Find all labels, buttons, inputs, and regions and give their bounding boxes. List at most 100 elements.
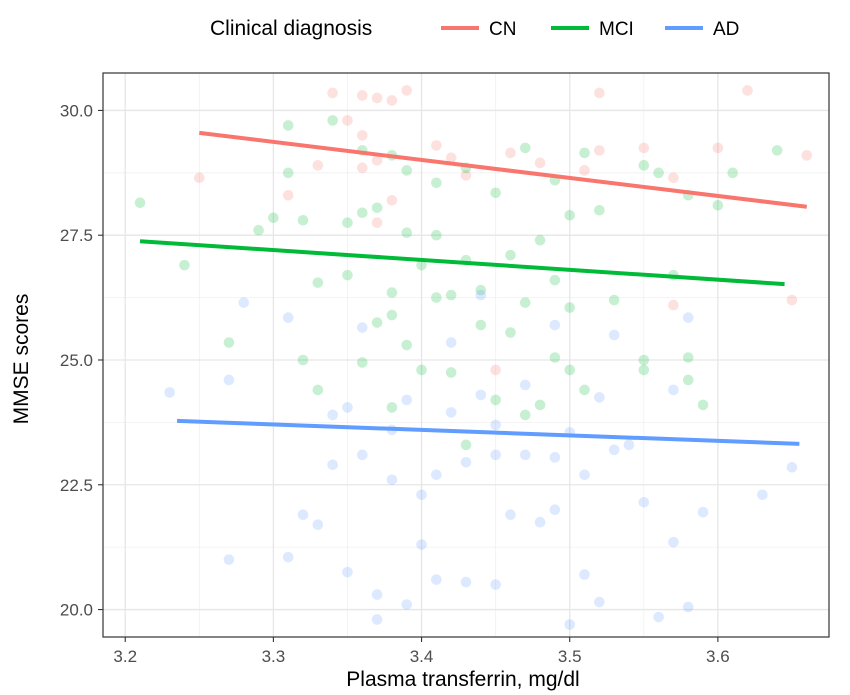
data-point-ad (786, 462, 798, 473)
y-axis: 20.0 22.5 25.0 27.5 30.0 (60, 101, 103, 620)
data-point-cn (371, 155, 383, 166)
y-tick-label: 27.5 (60, 226, 93, 245)
data-point-ad (475, 389, 487, 401)
data-point-mci (282, 167, 294, 179)
data-point-cn (401, 85, 413, 96)
data-point-mci (179, 259, 190, 271)
data-point-mci (653, 167, 664, 179)
data-point-ad (356, 322, 368, 333)
data-point-mci (475, 319, 487, 331)
data-point-mci (534, 399, 546, 411)
legend-label-mci: MCI (599, 19, 634, 40)
data-point-ad (608, 444, 620, 456)
data-point-mci (519, 409, 531, 421)
data-point-mci (727, 167, 738, 179)
data-point-ad (668, 536, 679, 548)
data-point-ad (594, 596, 605, 608)
data-point-ad (371, 614, 383, 625)
data-point-mci (431, 229, 442, 241)
data-point-mci (312, 277, 324, 288)
data-point-mci (401, 165, 413, 176)
data-point-cn (342, 115, 353, 126)
data-point-cn (801, 150, 813, 161)
data-point-mci (771, 145, 783, 156)
data-point-mci (475, 284, 487, 296)
legend-item-mci: MCI (551, 19, 634, 40)
data-point-mci (490, 394, 501, 406)
legend-title: Clinical diagnosis (210, 17, 372, 40)
data-point-cn (386, 95, 398, 106)
y-tick-label: 25.0 (60, 351, 93, 370)
data-point-ad (697, 506, 709, 518)
data-point-mci (564, 209, 576, 221)
data-point-mci (312, 384, 324, 396)
data-point-cn (312, 160, 324, 171)
data-point-mci (327, 115, 338, 126)
data-point-mci (268, 212, 279, 224)
data-point-mci (490, 187, 501, 199)
data-point-mci (549, 274, 561, 286)
data-point-ad (223, 554, 235, 565)
data-point-mci (386, 287, 398, 298)
data-point-mci (431, 292, 442, 303)
data-point-ad (653, 611, 664, 623)
data-point-ad (490, 449, 501, 461)
data-point-mci (223, 337, 235, 348)
data-point-ad (475, 289, 487, 301)
data-point-mci (505, 249, 516, 261)
data-point-ad (623, 439, 635, 451)
data-point-cn (327, 87, 338, 99)
data-point-ad (594, 392, 605, 403)
data-point-mci (579, 384, 590, 396)
data-point-ad (431, 574, 442, 585)
data-point-ad (223, 374, 235, 386)
data-point-ad (564, 619, 576, 630)
data-point-cn (356, 162, 368, 174)
data-point-cn (594, 87, 605, 99)
data-point-mci (564, 302, 576, 313)
data-point-cn (534, 157, 546, 169)
data-point-ad (342, 566, 353, 578)
series-cn-points (194, 85, 813, 376)
data-point-mci (564, 364, 576, 376)
legend-label-ad: AD (713, 19, 739, 40)
data-point-ad (638, 496, 650, 508)
x-tick-label: 3.4 (410, 647, 434, 666)
data-point-mci (297, 354, 309, 366)
data-point-cn (371, 92, 383, 104)
data-point-ad (416, 489, 427, 501)
data-point-mci (445, 289, 457, 301)
data-point-ad (757, 489, 768, 501)
data-point-mci (682, 352, 694, 363)
data-point-mci (638, 160, 650, 171)
data-point-ad (312, 519, 324, 530)
data-point-ad (682, 601, 694, 613)
data-point-mci (579, 147, 590, 159)
data-point-mci (253, 224, 264, 236)
data-point-cn (356, 130, 368, 141)
data-point-ad (327, 459, 338, 471)
data-point-ad (416, 539, 427, 550)
data-point-mci (638, 354, 650, 366)
legend-item-ad: AD (665, 19, 739, 40)
data-point-mci (549, 352, 561, 363)
y-tick-label: 20.0 (60, 601, 93, 620)
x-axis: 3.2 3.3 3.4 3.5 3.6 (113, 637, 730, 666)
data-point-cn (431, 140, 442, 151)
data-point-mci (134, 197, 146, 209)
data-point-cn (505, 147, 516, 159)
legend-label-cn: CN (489, 19, 516, 40)
data-point-cn (356, 90, 368, 101)
data-point-ad (549, 319, 561, 331)
data-point-ad (579, 569, 590, 580)
x-tick-label: 3.6 (706, 647, 730, 666)
data-point-mci (608, 294, 620, 306)
data-point-mci (594, 204, 605, 216)
data-point-mci (519, 142, 531, 154)
data-point-ad (342, 402, 353, 413)
data-point-cn (786, 294, 798, 306)
data-point-mci (519, 297, 531, 308)
data-point-ad (445, 337, 457, 348)
data-point-cn (445, 152, 457, 164)
data-point-mci (416, 259, 427, 271)
